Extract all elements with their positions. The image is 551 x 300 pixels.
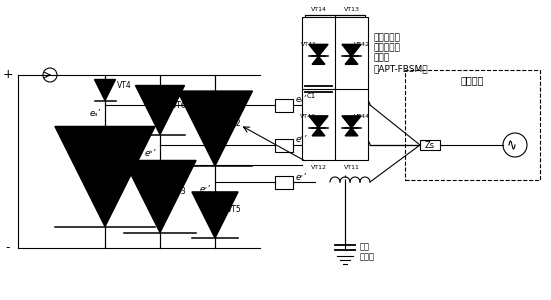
Polygon shape <box>95 80 116 100</box>
Text: Zs: Zs <box>425 140 435 149</box>
Bar <box>275 176 293 188</box>
Bar <box>405 70 540 180</box>
Text: 交流
滤波器: 交流 滤波器 <box>360 242 375 262</box>
Polygon shape <box>55 126 155 226</box>
Text: 子模块: 子模块 <box>373 53 389 62</box>
Text: VT1: VT1 <box>117 167 132 176</box>
Text: 交流系统: 交流系统 <box>461 75 484 85</box>
Bar <box>275 139 293 152</box>
Polygon shape <box>124 160 196 232</box>
Text: eᶜ’: eᶜ’ <box>199 185 210 194</box>
Text: VT14: VT14 <box>311 7 327 12</box>
Text: VT3: VT3 <box>172 187 187 196</box>
Polygon shape <box>192 192 238 238</box>
Text: eᵇ’: eᵇ’ <box>296 136 307 145</box>
Text: +: + <box>3 68 13 82</box>
Text: VT41: VT41 <box>300 42 316 47</box>
Text: VT42: VT42 <box>354 42 370 47</box>
Text: eᶜ’: eᶜ’ <box>296 172 307 182</box>
Text: VT11: VT11 <box>344 165 359 170</box>
Polygon shape <box>136 85 185 134</box>
Text: 晶闸管全桥: 晶闸管全桥 <box>373 43 400 52</box>
Polygon shape <box>312 56 325 64</box>
Polygon shape <box>177 91 252 166</box>
Text: C1: C1 <box>307 94 316 100</box>
Bar <box>420 140 440 150</box>
Text: （APT-FBSM）: （APT-FBSM） <box>373 64 428 73</box>
Bar <box>275 98 293 112</box>
Polygon shape <box>345 56 358 64</box>
Text: VT4: VT4 <box>117 80 132 89</box>
Polygon shape <box>342 44 361 56</box>
Text: VT13: VT13 <box>343 7 359 12</box>
Text: VT12: VT12 <box>311 165 327 170</box>
Polygon shape <box>345 128 358 136</box>
Polygon shape <box>312 128 325 136</box>
Text: -: - <box>6 242 10 254</box>
Text: VT44: VT44 <box>354 114 370 119</box>
Bar <box>302 17 368 160</box>
Polygon shape <box>309 44 328 56</box>
Text: VT43: VT43 <box>300 114 316 119</box>
Text: VT5: VT5 <box>227 206 242 214</box>
Polygon shape <box>309 116 328 128</box>
Text: eₐ’: eₐ’ <box>89 109 100 118</box>
Text: VT6: VT6 <box>172 100 187 109</box>
Text: VT2: VT2 <box>227 119 242 128</box>
Bar <box>305 15 365 155</box>
Text: eₐ’: eₐ’ <box>296 95 307 104</box>
Polygon shape <box>342 116 361 128</box>
Text: eᵇ’: eᵇ’ <box>144 148 156 158</box>
Text: 基于反并联: 基于反并联 <box>373 33 400 42</box>
